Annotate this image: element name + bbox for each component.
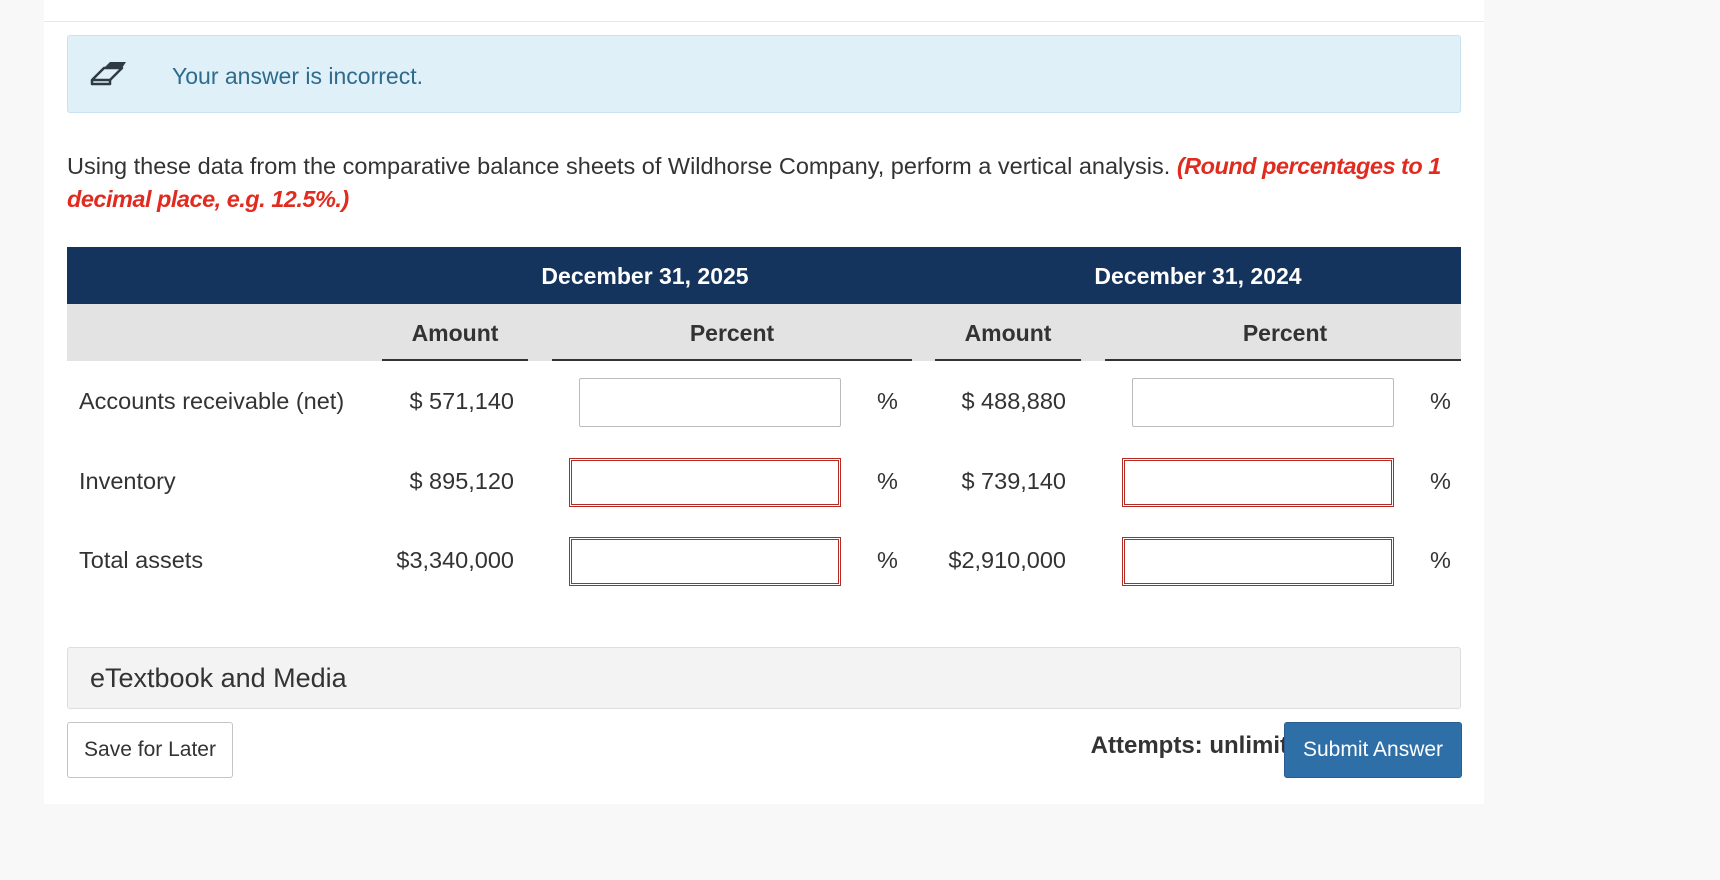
date-header-2024: December 31, 2024 bbox=[1094, 263, 1302, 289]
incorrect-alert: Your answer is incorrect. bbox=[67, 35, 1461, 113]
row-label-inventory: Inventory bbox=[79, 468, 176, 494]
percent-sign: % bbox=[877, 388, 898, 414]
question-text: Using these data from the comparative ba… bbox=[67, 150, 1467, 216]
percent-sign: % bbox=[877, 547, 898, 573]
amount-2025-inventory: $ 895,120 bbox=[409, 468, 514, 494]
amount-2025-accounts-receivable: $ 571,140 bbox=[409, 388, 514, 414]
row-label-accounts-receivable: Accounts receivable (net) bbox=[79, 388, 345, 414]
column-underline bbox=[935, 359, 1081, 361]
rounding-hint: (Round percentages to 1 decimal place, e… bbox=[67, 153, 1441, 212]
divider bbox=[44, 21, 1484, 22]
column-header-band: Amount Percent Amount Percent bbox=[67, 304, 1461, 361]
date-header-2025: December 31, 2025 bbox=[541, 263, 749, 289]
percent-input-2025-total-assets[interactable] bbox=[569, 537, 841, 586]
column-underline bbox=[1105, 359, 1461, 361]
save-for-later-button[interactable]: Save for Later bbox=[67, 722, 233, 778]
alert-message: Your answer is incorrect. bbox=[172, 63, 423, 89]
etextbook-media-bar[interactable]: eTextbook and Media bbox=[67, 647, 1461, 709]
percent-input-2024-inventory[interactable] bbox=[1122, 458, 1394, 507]
submit-answer-button[interactable]: Submit Answer bbox=[1284, 722, 1462, 778]
percent-sign: % bbox=[1430, 468, 1451, 494]
amount-2024-total-assets: $2,910,000 bbox=[948, 547, 1066, 573]
percent-sign: % bbox=[877, 468, 898, 494]
column-underline bbox=[552, 359, 912, 361]
question-body: Using these data from the comparative ba… bbox=[67, 153, 1177, 179]
percent-sign: % bbox=[1430, 388, 1451, 414]
amount-header-2024: Amount bbox=[964, 320, 1052, 346]
eraser-icon bbox=[90, 62, 126, 86]
question-panel: Your answer is incorrect. Using these da… bbox=[44, 0, 1484, 804]
percent-sign: % bbox=[1430, 547, 1451, 573]
amount-2024-accounts-receivable: $ 488,880 bbox=[961, 388, 1066, 414]
row-label-total-assets: Total assets bbox=[79, 547, 204, 573]
amount-2025-total-assets: $3,340,000 bbox=[396, 547, 514, 573]
percent-input-2025-accounts-receivable[interactable] bbox=[579, 378, 841, 427]
amount-2024-inventory: $ 739,140 bbox=[961, 468, 1066, 494]
amount-header-2025: Amount bbox=[411, 320, 499, 346]
column-underline bbox=[382, 359, 528, 361]
date-header-band: December 31, 2025 December 31, 2024 bbox=[67, 247, 1461, 304]
percent-input-2025-inventory[interactable] bbox=[569, 458, 841, 507]
percent-input-2024-total-assets[interactable] bbox=[1122, 537, 1394, 586]
percent-input-2024-accounts-receivable[interactable] bbox=[1132, 378, 1394, 427]
percent-header-2025: Percent bbox=[689, 320, 775, 346]
percent-header-2024: Percent bbox=[1242, 320, 1328, 346]
etextbook-media-label: eTextbook and Media bbox=[90, 663, 347, 693]
attempts-label: Attempts: unlimited bbox=[1090, 732, 1316, 759]
